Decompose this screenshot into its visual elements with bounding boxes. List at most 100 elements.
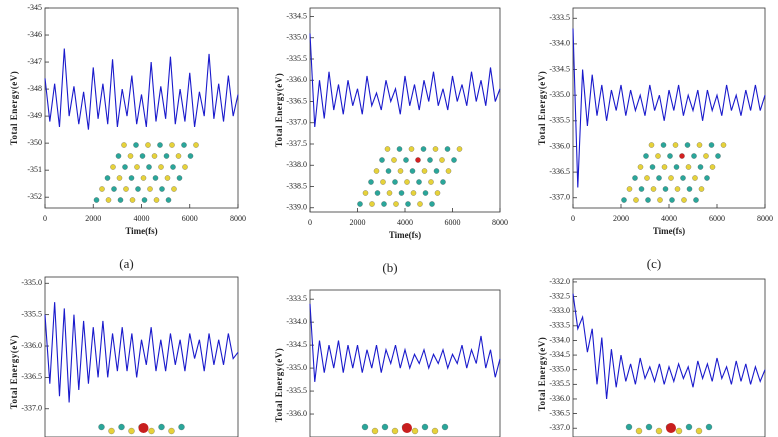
x-axis-label: Time(fs) [125,226,157,236]
y-tick-label: -346 [27,30,42,39]
atom [409,168,416,174]
atom [638,186,645,192]
y-tick-label: -337.0 [21,404,42,413]
atom [680,175,686,181]
y-tick-label: -335.5 [21,309,42,318]
atom [404,179,410,185]
atom [380,179,386,185]
y-axis-label: Total Energy(eV) [537,337,547,411]
y-tick-label: -333.5 [549,13,570,22]
x-tick-label: 6000 [445,218,461,227]
atom [138,423,149,433]
atom [655,153,661,159]
x-axis-label: Time(fs) [653,226,685,236]
atom [695,427,703,435]
atom [386,190,393,196]
atom [644,175,650,181]
atom [139,153,146,159]
atom [145,142,151,148]
atom [411,427,419,435]
x-tick-label: 2000 [350,218,366,227]
y-tick-label: -336.0 [286,75,307,84]
atom [129,197,136,203]
atom [645,197,651,203]
atom [93,197,100,203]
atom [147,186,153,192]
atom [140,175,147,181]
atom [422,190,429,196]
atom [158,164,164,170]
atom [108,427,115,435]
atom [441,423,449,431]
atom [626,186,633,192]
y-tick-label: -333.0 [549,306,570,315]
atom [121,142,127,148]
atom [667,153,673,159]
atom [171,186,177,192]
y-tick-label: -336.5 [21,372,42,381]
atom [417,201,423,207]
atom [715,153,721,159]
panel-caption: (a) [119,256,133,271]
y-tick-label: -350 [27,138,42,147]
atom [118,423,125,431]
y-tick-label: -339.0 [286,203,307,212]
atom [368,179,374,185]
atom [146,164,152,170]
atom [181,142,187,148]
y-tick-label: -335.0 [549,90,570,99]
atom [632,175,638,181]
atom [123,186,129,192]
atom [357,201,363,207]
atom [684,142,691,148]
y-tick-label: -336.0 [286,409,307,418]
y-tick-label: -336.5 [549,408,570,417]
atom [649,164,656,170]
y-tick-label: -347 [27,57,42,66]
atom [164,175,171,181]
energy-line [572,28,766,188]
atom [421,423,429,431]
y-tick-label: -348 [27,84,42,93]
atom [159,186,165,192]
atom [657,197,663,203]
atom [148,427,155,435]
x-tick-label: 4000 [134,214,150,223]
energy-line [44,302,239,403]
y-tick-label: -334.0 [549,39,570,48]
atom [410,190,417,196]
atom [668,175,674,181]
y-tick-label: -333.5 [549,321,570,330]
atom [650,186,657,192]
y-tick-label: -338.0 [286,160,307,169]
atom [397,168,404,174]
atom [105,197,112,203]
atom [433,168,440,174]
atom [379,157,385,163]
x-tick-label: 2000 [85,214,101,223]
energy-line [44,48,239,130]
atom [643,153,649,159]
panel: -332.0 -332.5 -333.0 -333.5 -334.0 -334.5 -335… [537,277,766,437]
atom [661,164,668,170]
atom [193,142,199,148]
y-tick-label: -337.0 [549,193,570,202]
atom [373,168,380,174]
x-tick-label: 4000 [397,218,413,227]
atom [685,423,693,431]
atom [163,153,170,159]
y-axis-label: Total Energy(eV) [9,335,19,409]
panel-caption: (b) [382,260,397,275]
plot-frame [309,289,501,437]
atom [391,157,397,163]
atom [439,157,445,163]
atom [696,142,703,148]
atom [157,142,163,148]
y-tick-label: -335.0 [549,365,570,374]
atom [635,427,643,435]
y-tick-label: -337.0 [286,118,307,127]
x-tick-label: 8000 [230,214,246,223]
atom [133,142,139,148]
atom [175,153,182,159]
y-tick-label: -334.0 [549,335,570,344]
